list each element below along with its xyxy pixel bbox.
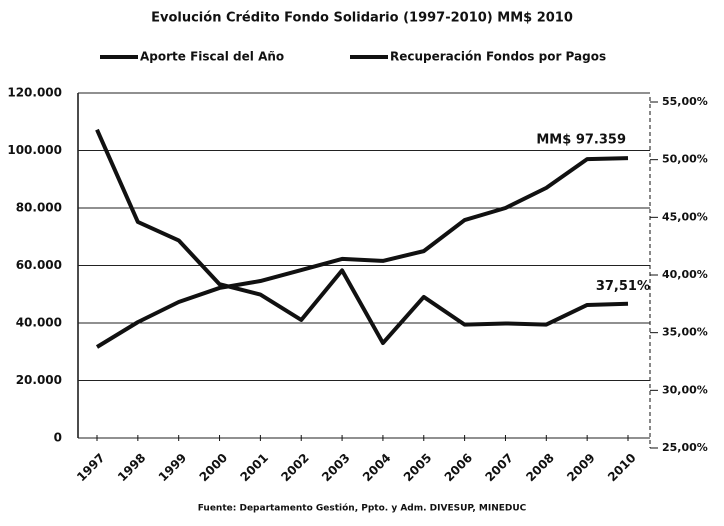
x-tick-label: 1997 xyxy=(74,451,108,485)
y2-tick-label: 25,00% xyxy=(662,441,708,454)
x-tick-label: 1998 xyxy=(115,451,149,485)
source: Fuente: Departamento Gestión, Ppto. y Ad… xyxy=(198,503,527,514)
annotation: MM$ 97.359 xyxy=(536,133,626,148)
x-tick-label: 2003 xyxy=(319,451,353,485)
y-tick-label: 60.000 xyxy=(16,258,62,272)
legend-label: Aporte Fiscal del Año xyxy=(140,50,284,64)
x-tick-label: 2002 xyxy=(278,451,312,485)
series-line xyxy=(95,156,629,349)
x-tick-label: 2000 xyxy=(197,451,231,485)
y2-tick-label: 30,00% xyxy=(662,383,708,396)
x-tick-label: 2005 xyxy=(401,451,435,485)
x-tick-label: 2009 xyxy=(564,451,598,485)
x-tick-label: 2001 xyxy=(237,451,271,485)
y2-tick-label: 35,00% xyxy=(662,326,708,339)
y2-tick-label: 55,00% xyxy=(662,95,708,108)
y2-tick-label: 45,00% xyxy=(662,210,708,223)
annotation: 37,51% xyxy=(596,279,650,294)
y-tick-label: 120.000 xyxy=(7,86,62,100)
legend-label: Recuperación Fondos por Pagos xyxy=(390,50,606,64)
y-tick-label: 0 xyxy=(54,431,62,445)
y2-tick-label: 50,00% xyxy=(662,153,708,166)
y-tick-label: 40.000 xyxy=(16,316,62,330)
chart-title: Evolución Crédito Fondo Solidario (1997-… xyxy=(151,11,573,26)
x-tick-label: 2007 xyxy=(483,451,517,485)
x-tick-label: 2008 xyxy=(523,451,557,485)
x-tick-label: 1999 xyxy=(156,451,190,485)
y-tick-label: 80.000 xyxy=(16,201,62,215)
series-line xyxy=(95,128,629,346)
y-tick-label: 100.000 xyxy=(7,143,62,157)
y-tick-label: 20.000 xyxy=(16,373,62,387)
y2-tick-label: 40,00% xyxy=(662,268,708,281)
x-tick-label: 2010 xyxy=(605,451,639,485)
x-tick-label: 2004 xyxy=(360,451,394,485)
x-tick-label: 2006 xyxy=(442,451,476,485)
